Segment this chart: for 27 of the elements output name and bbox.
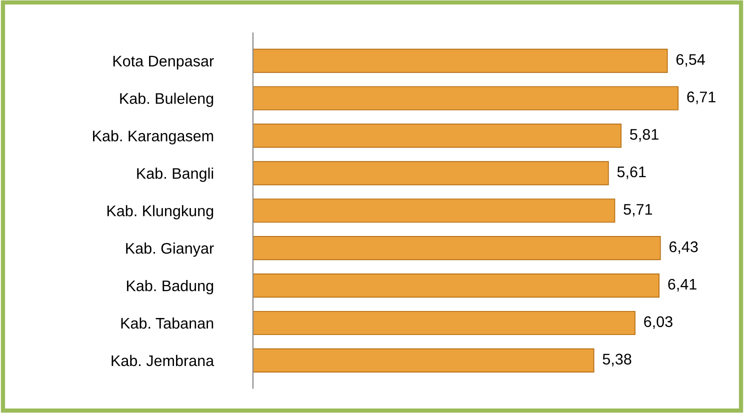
- y-tick-label: Kab. Badung: [126, 280, 214, 294]
- y-tick-label: Kab. Buleleng: [120, 92, 214, 107]
- bar: [252, 348, 594, 372]
- data-label: 5,38: [602, 354, 632, 366]
- y-tick-label: Kab. Klungkung: [107, 205, 214, 220]
- bar: [252, 236, 661, 260]
- data-label: 5,71: [624, 204, 652, 217]
- data-label: 5,81: [630, 128, 658, 142]
- y-tick-label: Kota Denpasar: [113, 56, 214, 70]
- bar: [252, 86, 679, 110]
- bar: [252, 124, 622, 148]
- bar: [252, 198, 616, 223]
- data-label: 6,03: [644, 316, 672, 329]
- bar: [252, 48, 668, 73]
- bar: [252, 161, 609, 186]
- bar: [252, 274, 660, 298]
- y-tick-label: Kab. Jembrana: [112, 354, 214, 366]
- y-tick-label: Kab. Gianyar: [126, 242, 214, 257]
- data-label: 6,71: [687, 92, 716, 104]
- y-tick-label: Kab. Tabanan: [121, 317, 214, 329]
- bar: [252, 310, 636, 336]
- y-tick-label: Kab. Bangli: [137, 168, 214, 182]
- data-label: 6,54: [676, 54, 705, 67]
- y-tick-label: Kab. Karangasem: [93, 130, 214, 144]
- data-label: 6,43: [669, 241, 698, 254]
- data-label: 5,61: [617, 166, 646, 180]
- data-label: 6,41: [668, 278, 696, 292]
